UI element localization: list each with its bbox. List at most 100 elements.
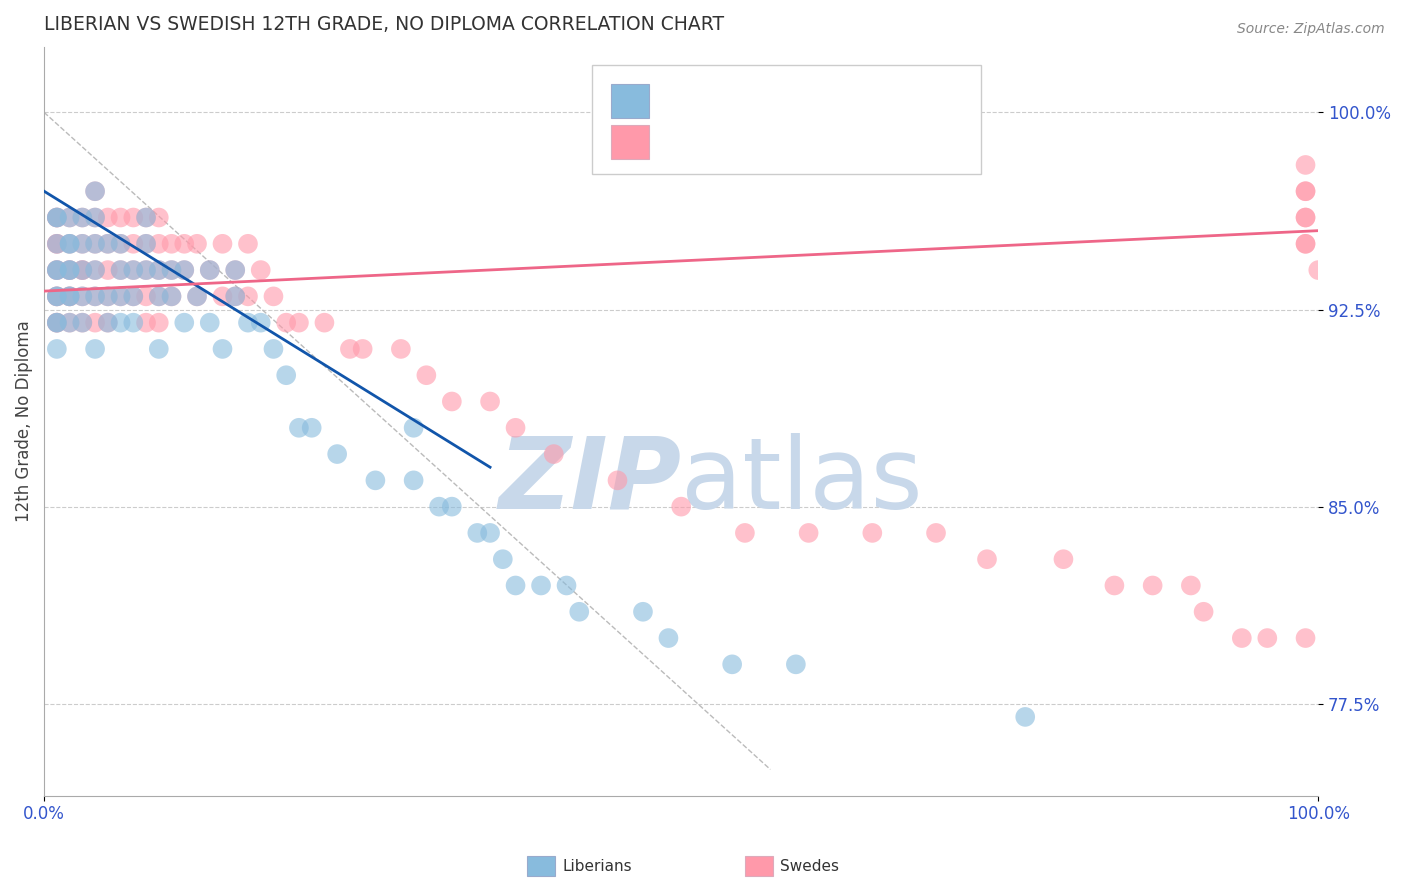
Point <box>402 421 425 435</box>
Point <box>45 263 67 277</box>
Point <box>530 578 553 592</box>
Point <box>97 316 120 330</box>
Point <box>173 263 195 277</box>
Point <box>72 236 94 251</box>
Point <box>1256 631 1278 645</box>
Point <box>58 316 80 330</box>
Point <box>1295 211 1317 225</box>
Point <box>1142 578 1164 592</box>
Point <box>72 263 94 277</box>
Point <box>148 263 170 277</box>
Point <box>415 368 437 383</box>
Point <box>72 289 94 303</box>
Point <box>568 605 591 619</box>
Point <box>276 368 298 383</box>
Point <box>479 525 502 540</box>
Point <box>135 211 157 225</box>
Point <box>135 289 157 303</box>
Point <box>148 289 170 303</box>
Point <box>505 421 527 435</box>
Point <box>148 289 170 303</box>
Text: atlas: atlas <box>681 433 922 530</box>
Point <box>148 211 170 225</box>
Point <box>58 289 80 303</box>
Point <box>160 289 183 303</box>
Point <box>110 211 132 225</box>
Y-axis label: 12th Grade, No Diploma: 12th Grade, No Diploma <box>15 320 32 522</box>
Point <box>84 263 107 277</box>
Point <box>45 289 67 303</box>
Point <box>45 263 67 277</box>
Point <box>97 236 120 251</box>
Point <box>314 316 336 330</box>
Text: Swedes: Swedes <box>780 859 839 873</box>
Point <box>110 236 132 251</box>
Point <box>1295 236 1317 251</box>
Point <box>45 211 67 225</box>
Point <box>262 289 284 303</box>
Point <box>224 289 246 303</box>
Point <box>1014 710 1036 724</box>
Point <box>148 263 170 277</box>
Point <box>721 657 744 672</box>
Point <box>84 236 107 251</box>
Point <box>135 211 157 225</box>
Point <box>45 316 67 330</box>
Point <box>45 236 67 251</box>
Point <box>45 263 67 277</box>
Point <box>364 474 387 488</box>
Point <box>45 211 67 225</box>
Point <box>84 316 107 330</box>
Point <box>148 316 170 330</box>
Point <box>657 631 679 645</box>
Point <box>45 316 67 330</box>
Point <box>110 316 132 330</box>
Text: Source: ZipAtlas.com: Source: ZipAtlas.com <box>1237 22 1385 37</box>
Point <box>160 236 183 251</box>
Text: R =  0.073   N = 103: R = 0.073 N = 103 <box>659 131 859 149</box>
Point <box>1308 263 1330 277</box>
Point <box>110 263 132 277</box>
Point <box>58 236 80 251</box>
Point <box>58 263 80 277</box>
Point <box>186 289 208 303</box>
Point <box>72 211 94 225</box>
Point <box>288 316 311 330</box>
Point <box>631 605 654 619</box>
Point <box>211 342 233 356</box>
Point <box>84 263 107 277</box>
Point <box>465 525 488 540</box>
Point <box>198 263 221 277</box>
Point <box>160 289 183 303</box>
Point <box>160 263 183 277</box>
Point <box>669 500 692 514</box>
Point <box>84 289 107 303</box>
Point <box>1230 631 1253 645</box>
Point <box>135 236 157 251</box>
Point <box>97 289 120 303</box>
Point <box>72 289 94 303</box>
Point <box>925 525 948 540</box>
Point <box>135 316 157 330</box>
Point <box>45 289 67 303</box>
Point <box>224 263 246 277</box>
Point <box>1295 631 1317 645</box>
Point <box>45 211 67 225</box>
Point <box>110 236 132 251</box>
Point <box>84 236 107 251</box>
Point <box>555 578 578 592</box>
Point <box>1295 211 1317 225</box>
Point <box>58 236 80 251</box>
Point <box>72 316 94 330</box>
Text: R = -0.250   N =  79: R = -0.250 N = 79 <box>659 88 859 106</box>
Point <box>1192 605 1215 619</box>
Bar <box>527 856 555 876</box>
Point <box>58 289 80 303</box>
Point <box>58 289 80 303</box>
Point <box>326 447 349 461</box>
Point <box>45 211 67 225</box>
Point <box>45 263 67 277</box>
Point <box>1052 552 1074 566</box>
Point <box>1295 236 1317 251</box>
Point <box>58 263 80 277</box>
